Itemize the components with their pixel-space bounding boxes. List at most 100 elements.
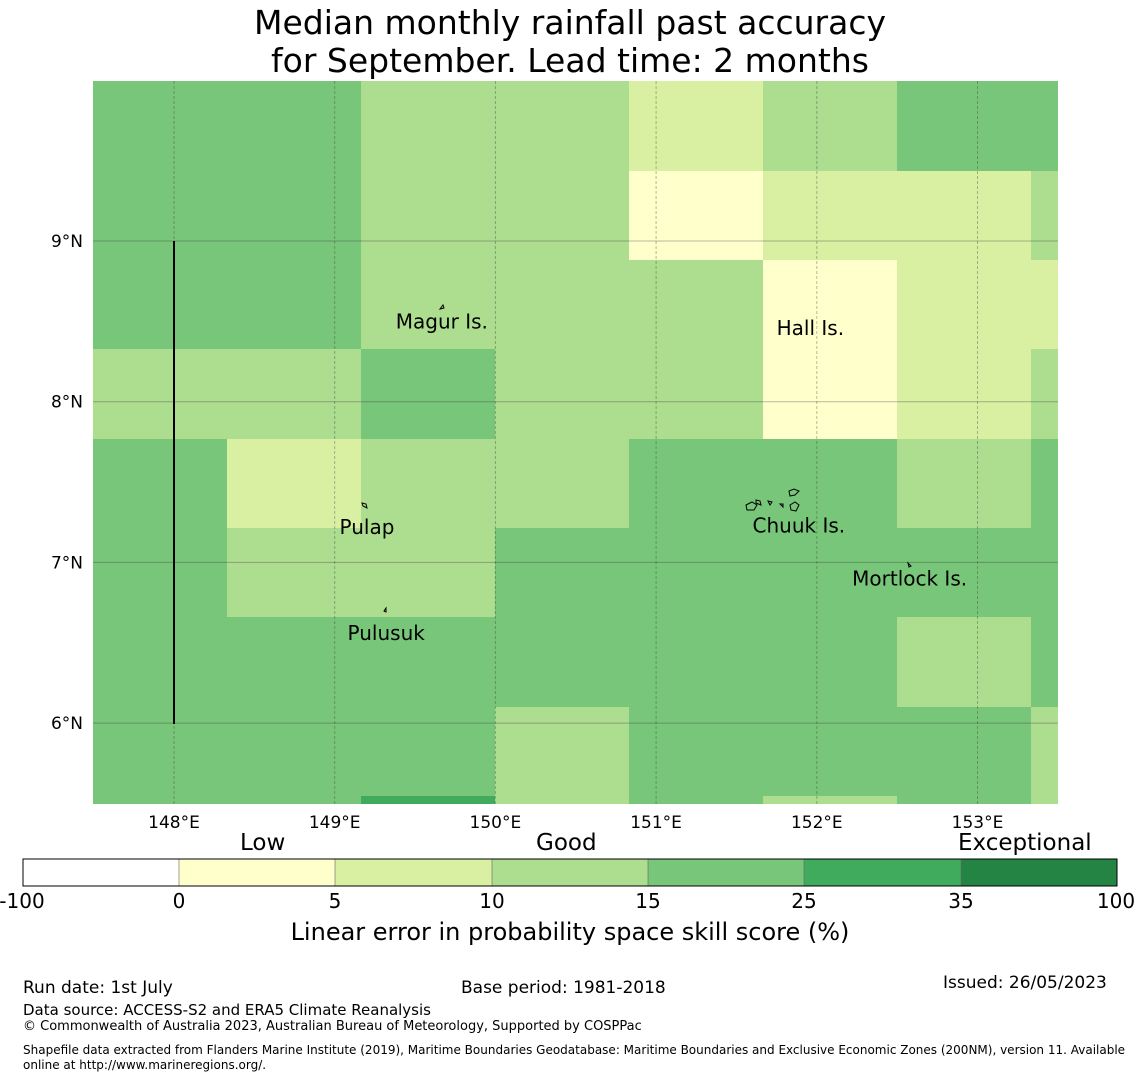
grid-cell	[361, 171, 495, 260]
title-line-2: for September. Lead time: 2 months	[271, 41, 869, 80]
colorbar-swatch	[335, 859, 492, 886]
skill-grid	[93, 81, 1058, 804]
axis-ticks: 148°E 149°E 150°E 151°E 152°E 153°E 9°N 8°N 7°N 6…	[51, 232, 1003, 833]
grid-cell	[1031, 617, 1058, 707]
island-outline	[778, 503, 784, 509]
data-source: Data source: ACCESS-S2 and ERA5 Climate …	[23, 1001, 431, 1019]
grid-cell	[1031, 260, 1058, 349]
grid-cell	[1031, 707, 1058, 804]
grid-cell	[629, 707, 763, 804]
grid-cell	[629, 349, 763, 439]
grid-cell	[361, 260, 495, 349]
longitude-tick-label: 153°E	[952, 813, 1004, 833]
grid-cell	[897, 617, 1031, 707]
grid-cell	[763, 796, 897, 804]
colorbar-swatch	[23, 859, 179, 886]
colorbar	[22, 858, 1118, 887]
copyright: © Commonwealth of Australia 2023, Austra…	[23, 1019, 642, 1034]
grid-cell	[763, 171, 897, 260]
island-outline	[789, 501, 800, 512]
colorbar-swatch	[961, 859, 1117, 886]
longitude-tick-label: 152°E	[791, 813, 843, 833]
grid-cell	[495, 171, 629, 260]
shapefile-credit: Shapefile data extracted from Flanders M…	[23, 1043, 1126, 1072]
grid-cell	[763, 439, 897, 528]
grid-cell	[1031, 349, 1058, 439]
grid-cell	[93, 171, 227, 260]
title-line-1: Median monthly rainfall past accuracy	[253, 3, 887, 42]
grid-cell	[227, 707, 361, 804]
grid-cell	[361, 81, 495, 171]
map-title: Median monthly rainfall past accuracy fo…	[0, 4, 1140, 80]
island-outline	[755, 499, 762, 506]
place-label: Chuuk Is.	[753, 513, 846, 537]
base-period: Base period: 1981-2018	[461, 978, 666, 998]
grid-cell	[629, 171, 763, 260]
grid-cell	[361, 528, 495, 617]
island-outline	[788, 488, 800, 497]
colorbar-tick: -100	[0, 889, 45, 913]
colorbar-tick: 25	[791, 889, 817, 913]
grid-cell	[495, 349, 629, 439]
island-outline	[438, 303, 445, 310]
colorbar-tick: 15	[635, 889, 661, 913]
colorbar-tick: 10	[479, 889, 505, 913]
latitude-tick-label: 8°N	[51, 393, 83, 413]
grid-cell	[763, 349, 897, 439]
grid-cell	[897, 260, 1031, 349]
place-label: Magur Is.	[396, 309, 488, 333]
colorbar-frame	[22, 858, 1118, 887]
colorbar-tick: 5	[328, 889, 342, 913]
grid-cell	[495, 528, 629, 617]
grid-cell	[93, 439, 227, 528]
grid-cell	[629, 528, 763, 617]
colorbar-category-exceptional: Exceptional	[958, 830, 1092, 856]
grid-cell	[495, 617, 629, 707]
grid-cell	[1031, 796, 1058, 804]
grid-cell	[361, 707, 495, 804]
place-label: Pulap	[340, 515, 395, 539]
grid-cell	[93, 528, 227, 617]
place-label: Hall Is.	[777, 316, 844, 340]
grid-cell	[361, 796, 495, 804]
grid-cell	[227, 260, 361, 349]
grid-cell	[629, 439, 763, 528]
grid-cell	[495, 81, 629, 171]
grid-cell	[93, 349, 227, 439]
colorbar-swatch	[648, 859, 804, 886]
grid-cell	[763, 260, 897, 349]
grid-cell	[1031, 528, 1058, 617]
grid-cell	[227, 171, 361, 260]
grid-cell	[897, 528, 1031, 617]
grid-cell	[361, 439, 495, 528]
colorbar-swatch	[179, 859, 335, 886]
grid-cell	[763, 617, 897, 707]
colorbar-tick: 35	[948, 889, 974, 913]
grid-cell	[93, 260, 227, 349]
run-date: Run date: 1st July	[23, 978, 173, 998]
grid-cell	[227, 617, 361, 707]
colorbar-swatch	[804, 859, 961, 886]
grid-cell	[763, 528, 897, 617]
grid-cell	[897, 439, 1031, 528]
grid-cell	[763, 707, 897, 804]
grid-cell	[495, 260, 629, 349]
grid-cell	[227, 81, 361, 171]
island-outlines: Magur Is. Hall Is. Pulap Chuuk Is. Mortlock …	[340, 303, 967, 645]
longitude-tick-label: 150°E	[470, 813, 522, 833]
grid-cell	[1031, 171, 1058, 260]
longitude-tick-label: 151°E	[630, 813, 682, 833]
grid-cell	[1031, 81, 1058, 171]
island-outline	[383, 606, 387, 613]
grid-cell	[495, 439, 629, 528]
colorbar-category-good: Good	[536, 830, 597, 856]
grid-cell	[1031, 439, 1058, 528]
longitude-tick-label: 148°E	[148, 813, 200, 833]
colorbar-swatch	[492, 859, 648, 886]
grid-cell	[629, 81, 763, 171]
grid-cell	[897, 349, 1031, 439]
grid-cell	[897, 171, 1031, 260]
grid-cell	[227, 439, 361, 528]
grid-cell	[897, 81, 1031, 171]
latitude-tick-label: 7°N	[51, 553, 83, 573]
